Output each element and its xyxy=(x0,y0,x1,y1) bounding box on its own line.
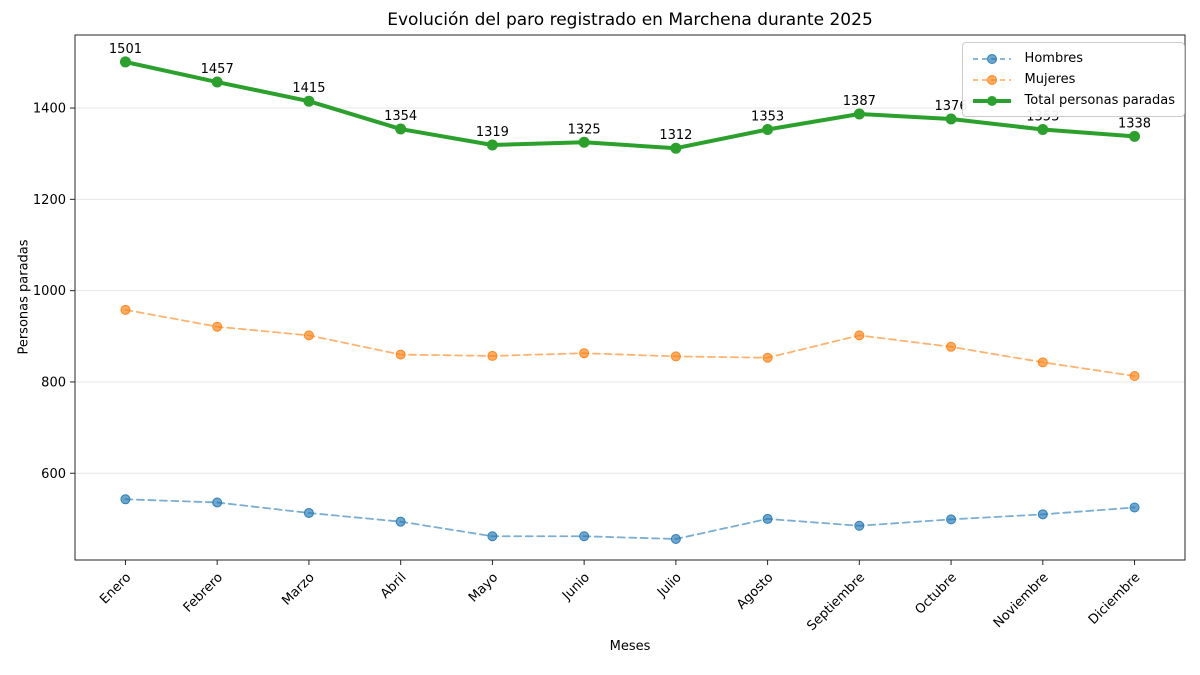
series-marker-2 xyxy=(119,56,131,68)
series-marker-0 xyxy=(762,513,773,524)
legend-label-total: Total personas paradas xyxy=(1024,93,1175,108)
series-line-2 xyxy=(123,59,1137,151)
legend: Hombres Mujeres Total personas paradas xyxy=(961,42,1185,117)
x-tick-label: Diciembre xyxy=(1086,570,1144,628)
series-marker-1 xyxy=(395,349,406,360)
series-marker-0 xyxy=(1129,502,1140,513)
series-marker-1 xyxy=(303,330,314,341)
series-marker-2 xyxy=(853,108,865,120)
x-tick-label: Febrero xyxy=(181,570,226,615)
series-marker-1 xyxy=(120,304,131,315)
series-marker-0 xyxy=(212,497,223,508)
series-marker-1 xyxy=(854,330,865,341)
series-marker-2 xyxy=(762,124,774,135)
total-solid-line-icon xyxy=(972,95,1011,106)
y-tick-label: 1200 xyxy=(33,193,66,208)
legend-label-hombres: Hombres xyxy=(1024,51,1084,66)
data-label: 1501 xyxy=(109,42,142,57)
series-marker-1 xyxy=(1037,357,1048,368)
series-marker-2 xyxy=(211,76,223,88)
data-label: 1387 xyxy=(843,94,876,109)
x-tick-label: Enero xyxy=(97,570,134,607)
series-marker-0 xyxy=(670,534,681,544)
data-label: 1319 xyxy=(476,125,509,140)
x-tick-label: Agosto xyxy=(734,570,776,612)
plot-border xyxy=(74,34,1186,561)
series-marker-1 xyxy=(487,350,498,361)
series-marker-2 xyxy=(303,95,315,107)
mujeres-dashed-line-icon xyxy=(972,74,1011,85)
y-axis-label: Personas paradas xyxy=(16,239,32,355)
series-marker-2 xyxy=(1129,130,1141,142)
series-marker-2 xyxy=(486,139,498,151)
series-marker-0 xyxy=(120,494,131,505)
data-label: 1312 xyxy=(659,128,692,143)
legend-item-hombres: Hombres xyxy=(971,48,1175,69)
series-marker-1 xyxy=(762,352,773,363)
series-marker-2 xyxy=(1037,124,1049,135)
series-line-1 xyxy=(124,308,1136,377)
series-marker-0 xyxy=(395,516,406,527)
x-tick-label: Mayo xyxy=(466,570,501,605)
chart-title: Evolución del paro registrado en Marchen… xyxy=(387,10,873,30)
series-marker-2 xyxy=(395,123,407,135)
legend-item-total: Total personas paradas xyxy=(971,90,1175,111)
series-marker-0 xyxy=(487,531,498,542)
x-tick-label: Septiembre xyxy=(804,570,868,634)
series-marker-1 xyxy=(946,341,957,352)
series-marker-1 xyxy=(579,348,590,359)
y-tick-label: 800 xyxy=(41,375,66,390)
series-marker-2 xyxy=(670,142,682,154)
series-marker-1 xyxy=(670,351,681,362)
x-tick-label: Julio xyxy=(654,570,685,601)
series-marker-1 xyxy=(1129,371,1140,382)
x-tick-label: Octubre xyxy=(913,570,960,617)
series-line-0 xyxy=(124,498,1136,540)
data-label: 1415 xyxy=(292,81,325,96)
data-label: 1376 xyxy=(935,99,968,114)
series-marker-2 xyxy=(578,136,590,148)
series-marker-0 xyxy=(1037,509,1048,520)
series-marker-0 xyxy=(854,520,865,531)
x-tick-label: Noviembre xyxy=(991,570,1052,631)
x-tick-label: Abril xyxy=(378,570,410,602)
data-label: 1354 xyxy=(384,109,417,124)
series-marker-1 xyxy=(212,321,223,332)
x-tick-label: Junio xyxy=(559,570,593,604)
legend-label-mujeres: Mujeres xyxy=(1024,72,1076,87)
data-label: 1338 xyxy=(1118,116,1151,131)
data-label: 1353 xyxy=(751,110,784,125)
legend-item-mujeres: Mujeres xyxy=(971,69,1175,90)
y-tick-label: 1400 xyxy=(33,102,66,117)
series-marker-0 xyxy=(303,507,314,518)
series-marker-0 xyxy=(946,514,957,525)
series-marker-0 xyxy=(579,531,590,542)
series-marker-2 xyxy=(945,113,957,125)
y-tick-label: 600 xyxy=(41,467,66,482)
x-axis-label: Meses xyxy=(609,639,651,654)
data-label: 1457 xyxy=(201,62,234,77)
data-label: 1325 xyxy=(568,122,601,137)
hombres-dashed-line-icon xyxy=(972,53,1011,64)
y-tick-label: 1000 xyxy=(33,284,66,299)
x-tick-label: Marzo xyxy=(279,570,317,608)
